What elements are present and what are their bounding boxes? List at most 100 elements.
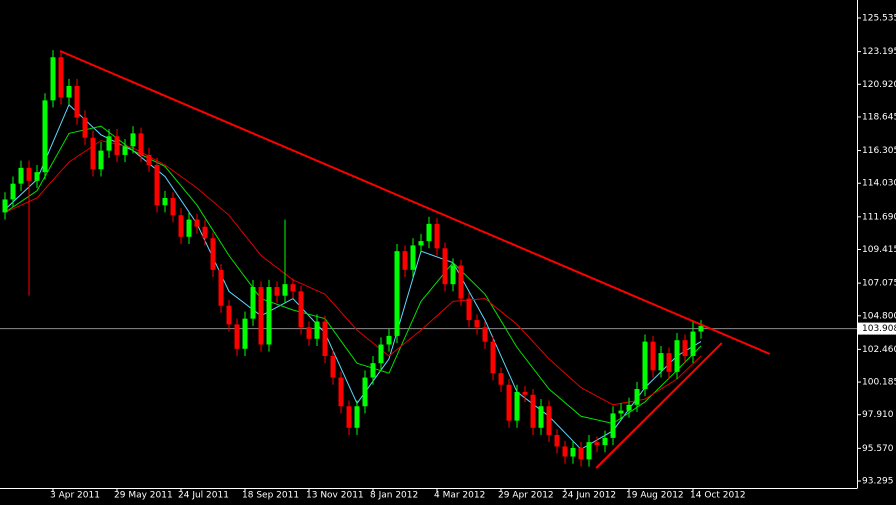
candle-body [322, 321, 328, 356]
candle-body [202, 226, 208, 239]
y-tick-label: 109.415 [862, 245, 896, 255]
y-tick-label: 123.195 [862, 47, 896, 57]
candle-body [106, 136, 112, 151]
candle-body [610, 413, 616, 438]
candle-body [186, 219, 192, 237]
x-tick-label: 19 Aug 2012 [626, 491, 684, 501]
candle-body [282, 284, 288, 296]
candle-body [74, 86, 80, 118]
y-tick-label: 120.920 [862, 80, 896, 90]
candle-body [378, 344, 384, 364]
candle-body [90, 137, 96, 170]
x-tick-label: 18 Sep 2011 [242, 491, 299, 501]
candle-body [418, 241, 424, 246]
y-tick-label: 93.295 [862, 477, 894, 487]
y-tick-label: 107.075 [862, 279, 896, 289]
y-tick-label: 95.570 [862, 444, 894, 454]
candle-body [410, 245, 416, 270]
candle-body [354, 406, 360, 428]
x-tick-label: 29 Apr 2012 [498, 491, 554, 501]
candle-body [314, 321, 320, 339]
candle-body [10, 183, 16, 200]
candle-body [258, 287, 264, 345]
candle-body [442, 248, 448, 285]
candle-body [338, 377, 344, 407]
y-tick-label: 125.535 [862, 14, 896, 24]
trendline [59, 50, 771, 355]
candle-body [674, 340, 680, 372]
candle-body [226, 305, 232, 325]
candle-body [298, 291, 304, 328]
candle-body [2, 199, 8, 213]
candle-body [602, 437, 608, 446]
candle-body [82, 117, 88, 138]
candle-body [362, 377, 368, 407]
candle-body [234, 324, 240, 349]
candle-body [490, 341, 496, 374]
candle-body [394, 251, 400, 336]
y-tick-label: 118.645 [862, 112, 896, 122]
x-tick-label: 29 May 2011 [114, 491, 173, 501]
x-tick-label: 4 Mar 2012 [434, 491, 485, 501]
candle-body [138, 133, 144, 155]
candle-body [210, 238, 216, 270]
candle-body [546, 406, 552, 435]
candle-body [18, 167, 24, 184]
trendline [595, 342, 723, 469]
candle-body [698, 325, 704, 332]
candle-body [66, 86, 72, 98]
candle-body [522, 391, 528, 395]
y-tick-label: 100.185 [862, 378, 896, 388]
candle-body [690, 331, 696, 356]
last-price-label: 103.908 [862, 324, 896, 334]
candle-body [626, 404, 632, 411]
candle-body [578, 447, 584, 460]
candle-body [146, 154, 152, 165]
candle-body [514, 391, 520, 421]
x-tick-label: 24 Jun 2012 [562, 491, 616, 501]
candle-body [458, 265, 464, 299]
moving-average-line [4, 140, 702, 406]
candle-body [266, 287, 272, 345]
candle-body [530, 394, 536, 428]
candle-body [42, 100, 48, 173]
candle-body [466, 298, 472, 321]
candle-body [34, 172, 40, 181]
candle-body [426, 223, 432, 242]
candle-body [290, 284, 296, 292]
candle-body [250, 287, 256, 319]
candle-body [434, 223, 440, 249]
candle-body [634, 389, 640, 405]
candle-body [370, 363, 376, 378]
x-tick-label: 24 Jul 2011 [178, 491, 229, 501]
y-tick-label: 114.030 [862, 179, 896, 189]
last-price-box [858, 322, 896, 335]
candle-body [98, 150, 104, 170]
candle-body [330, 355, 336, 378]
candle-body [50, 57, 56, 101]
candle-body [594, 442, 600, 446]
candle-body [666, 353, 672, 372]
candle-body [402, 251, 408, 270]
x-tick-label: 14 Oct 2012 [690, 491, 746, 501]
candle-body [242, 318, 248, 349]
candle-body [618, 410, 624, 414]
y-tick-label: 111.690 [862, 212, 896, 222]
y-tick-label: 104.800 [862, 311, 896, 321]
y-tick-label: 97.910 [862, 410, 894, 420]
candle-body [346, 406, 352, 428]
x-tick-label: 8 Jan 2012 [370, 491, 418, 501]
candle-body [498, 373, 504, 385]
candle-body [122, 146, 128, 155]
candle-body [554, 434, 560, 447]
candle-body [194, 219, 200, 227]
candle-body [306, 327, 312, 339]
candle-body [162, 198, 168, 206]
candle-body [154, 164, 160, 206]
y-tick-label: 116.305 [862, 146, 896, 156]
candle-body [218, 269, 224, 306]
x-tick-label: 3 Apr 2011 [50, 491, 100, 501]
candle-body [58, 57, 64, 98]
